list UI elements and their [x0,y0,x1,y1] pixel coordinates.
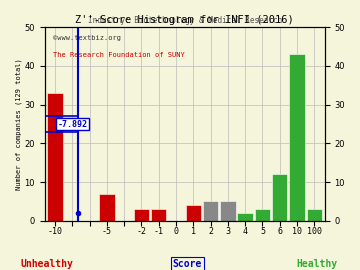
Title: Z''-Score Histogram for INFI (2016): Z''-Score Histogram for INFI (2016) [75,15,294,25]
Text: Unhealthy: Unhealthy [21,259,73,269]
Text: Score: Score [172,259,202,269]
Bar [99,194,114,221]
Text: Industry: Biotechnology & Medical Research: Industry: Biotechnology & Medical Resear… [87,16,282,25]
Text: The Research Foundation of SUNY: The Research Foundation of SUNY [53,52,185,58]
Y-axis label: Number of companies (129 total): Number of companies (129 total) [15,58,22,190]
Bar [237,213,253,221]
Bar [306,209,322,221]
Bar [289,54,305,221]
Bar [255,209,270,221]
Bar [185,205,201,221]
Text: ©www.textbiz.org: ©www.textbiz.org [53,35,121,41]
Bar [134,209,149,221]
Bar [47,93,63,221]
Bar [220,201,236,221]
Bar [203,201,219,221]
Text: Healthy: Healthy [296,259,337,269]
Text: -7.892: -7.892 [58,120,87,129]
Bar [151,209,166,221]
Bar [272,174,288,221]
